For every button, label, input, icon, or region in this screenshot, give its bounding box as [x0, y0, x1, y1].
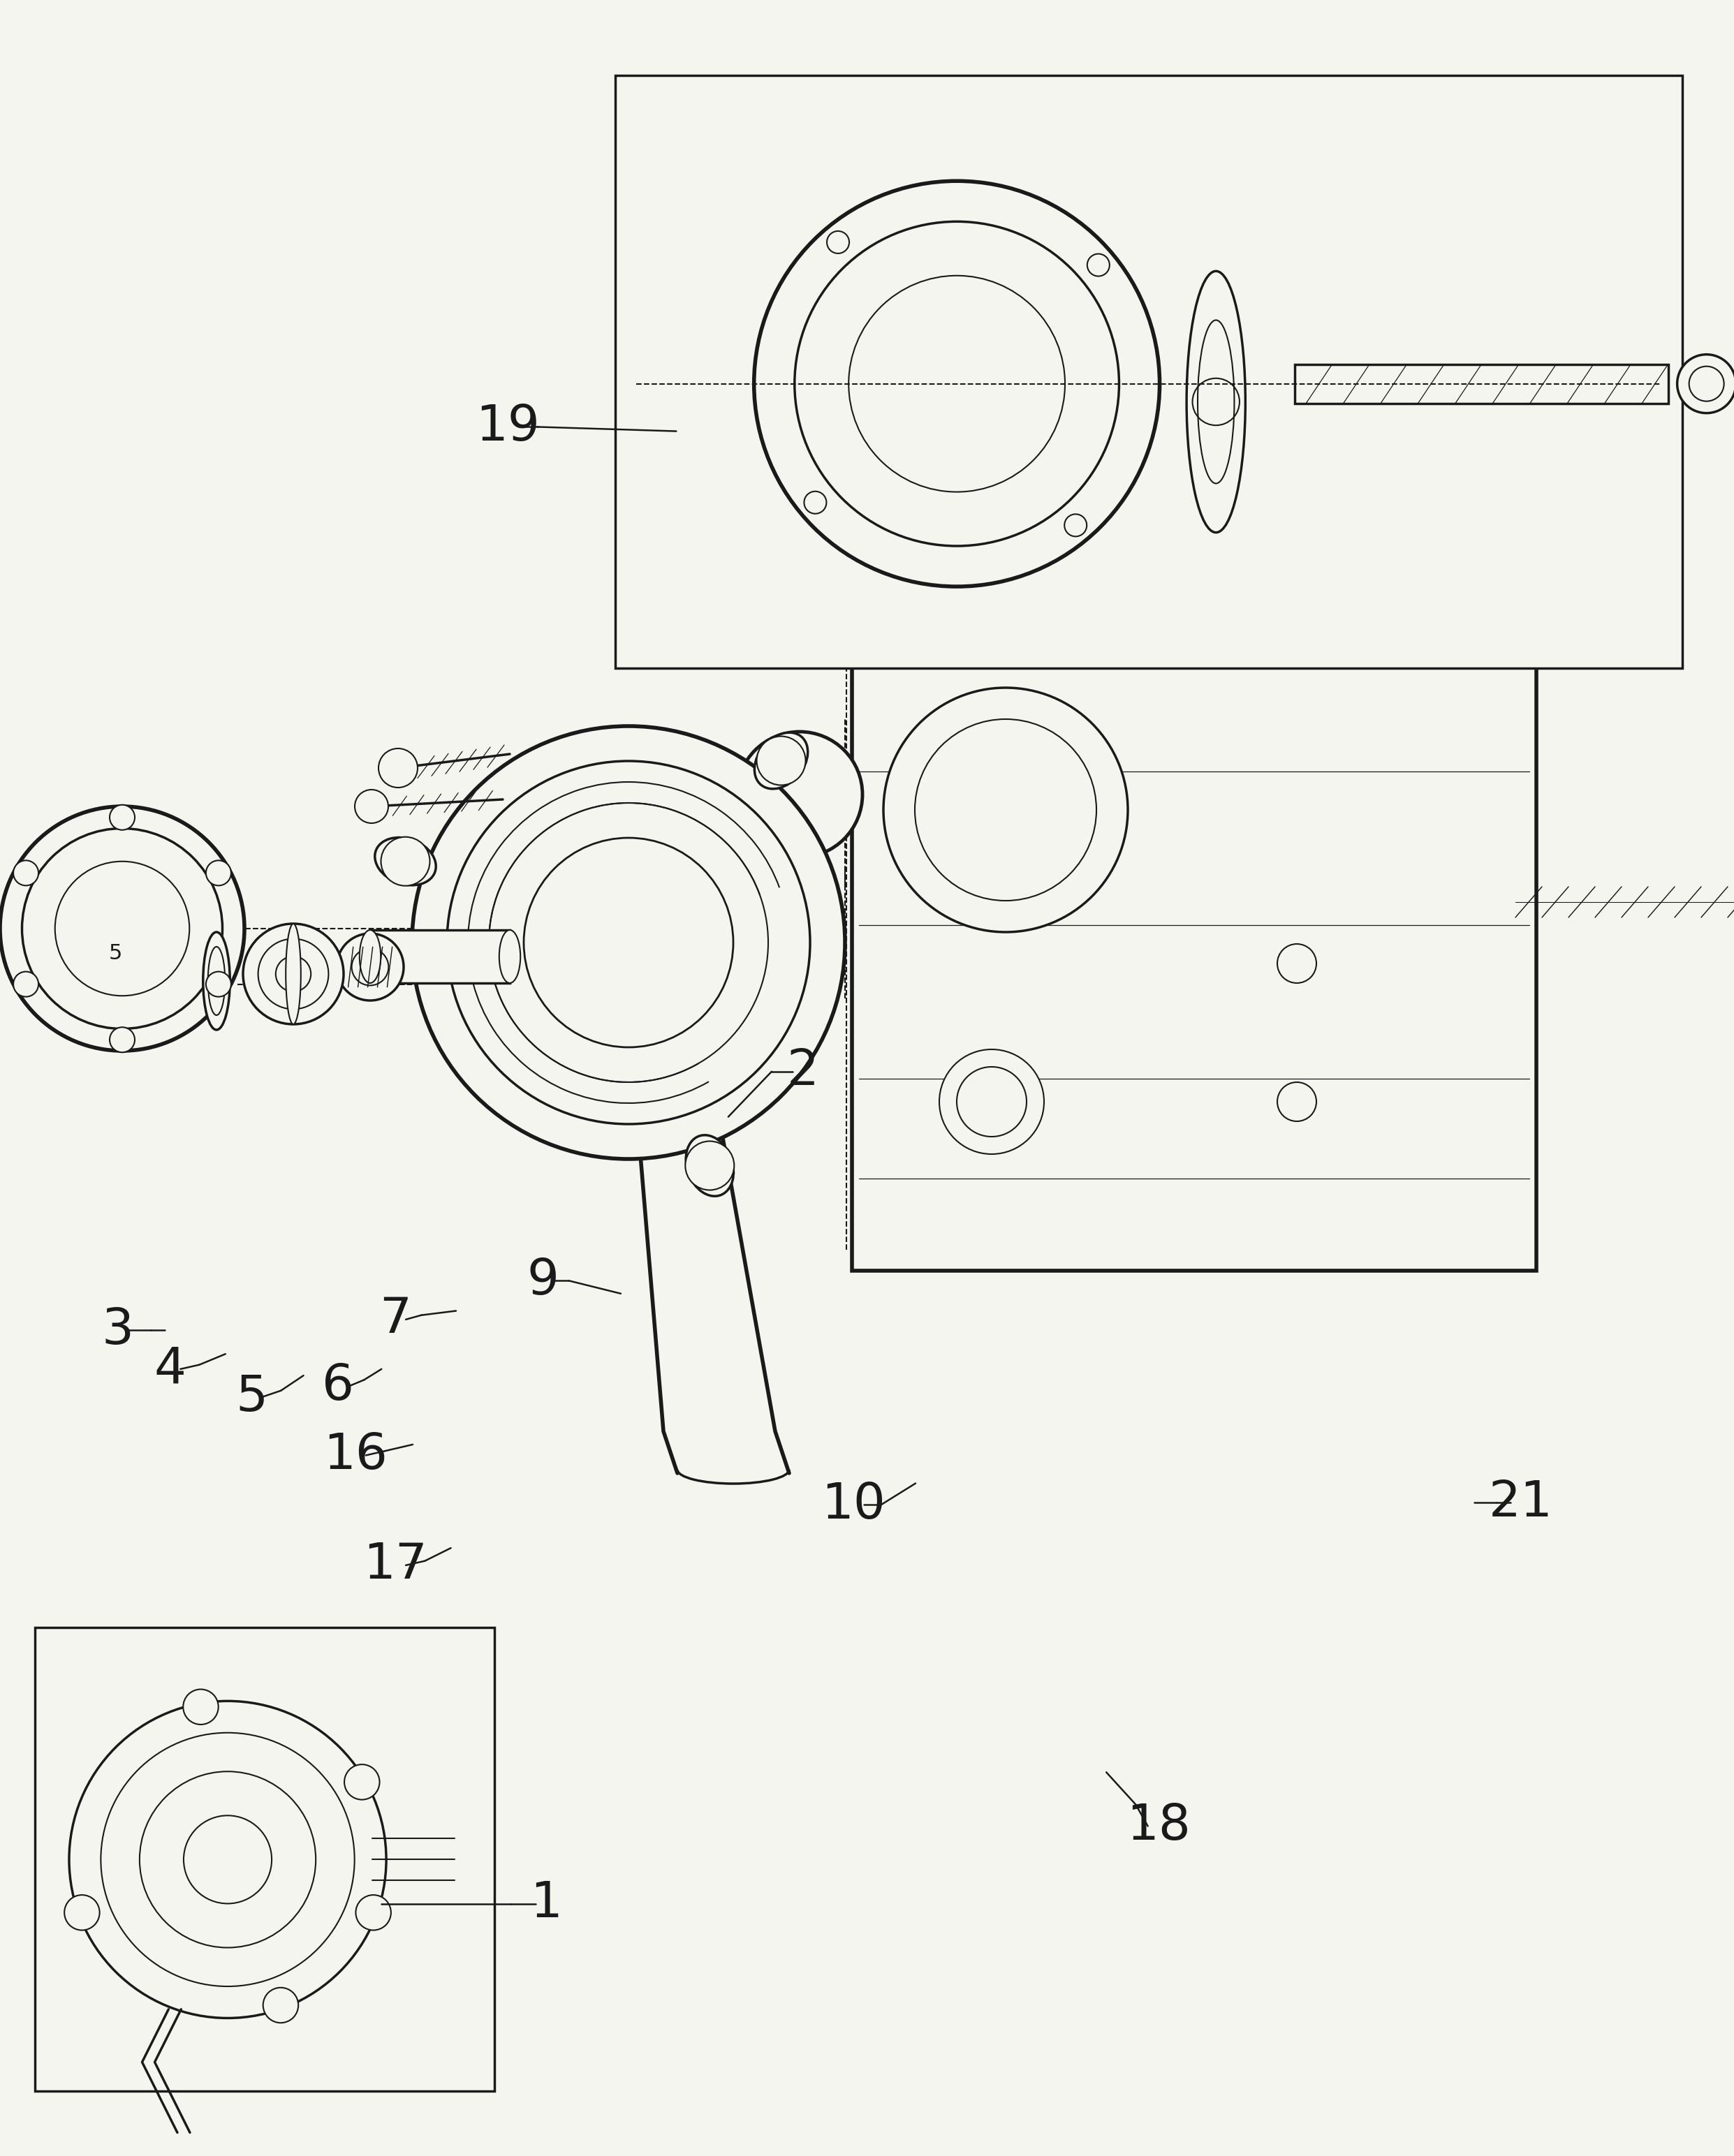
Circle shape	[1278, 1082, 1316, 1121]
Circle shape	[381, 837, 430, 886]
Bar	[369, 929, 510, 983]
Bar	[851, 502, 1536, 1270]
Bar	[1295, 364, 1668, 403]
Circle shape	[1065, 513, 1087, 537]
Circle shape	[264, 1988, 298, 2022]
Circle shape	[355, 789, 388, 824]
Ellipse shape	[203, 931, 231, 1031]
Ellipse shape	[754, 733, 808, 789]
Text: 21: 21	[1488, 1479, 1554, 1526]
Circle shape	[940, 1050, 1044, 1153]
Circle shape	[1087, 254, 1110, 276]
Text: 9: 9	[527, 1257, 558, 1304]
Circle shape	[0, 806, 244, 1050]
Circle shape	[14, 860, 38, 886]
Circle shape	[883, 688, 1127, 931]
Circle shape	[413, 727, 844, 1160]
Ellipse shape	[687, 1134, 733, 1197]
Ellipse shape	[359, 929, 381, 983]
Bar	[1117, 545, 1144, 584]
Text: 10: 10	[822, 1481, 884, 1529]
Text: 18: 18	[1125, 1802, 1191, 1850]
Bar	[692, 474, 985, 640]
Circle shape	[69, 1701, 387, 2018]
Text: 19: 19	[475, 403, 541, 451]
Text: 3: 3	[102, 1307, 134, 1354]
Ellipse shape	[286, 923, 300, 1024]
Text: 4: 4	[154, 1345, 186, 1393]
Circle shape	[1278, 944, 1316, 983]
Ellipse shape	[499, 929, 520, 983]
Text: 1: 1	[531, 1880, 562, 1927]
Text: 5: 5	[236, 1373, 267, 1421]
Circle shape	[737, 731, 862, 858]
Text: 2: 2	[787, 1048, 818, 1095]
Bar	[616, 75, 1682, 668]
Circle shape	[756, 735, 806, 785]
Circle shape	[827, 231, 850, 254]
Circle shape	[1677, 354, 1734, 414]
Circle shape	[378, 748, 418, 787]
Circle shape	[109, 804, 135, 830]
Bar	[1117, 528, 1144, 569]
Circle shape	[345, 1764, 380, 1800]
Ellipse shape	[1186, 272, 1245, 533]
Text: 17: 17	[364, 1542, 427, 1589]
Ellipse shape	[375, 837, 435, 886]
Text: 6: 6	[323, 1363, 354, 1410]
Circle shape	[685, 1141, 733, 1190]
Circle shape	[14, 972, 38, 996]
Circle shape	[355, 1895, 390, 1930]
Circle shape	[206, 860, 231, 886]
Circle shape	[109, 1026, 135, 1052]
Circle shape	[812, 526, 893, 606]
Bar	[35, 1628, 494, 2091]
Circle shape	[184, 1690, 218, 1725]
Circle shape	[754, 181, 1160, 586]
Circle shape	[336, 934, 404, 1000]
Circle shape	[206, 972, 231, 996]
Text: 16: 16	[324, 1432, 387, 1479]
Circle shape	[243, 923, 343, 1024]
Circle shape	[805, 492, 827, 513]
Text: 7: 7	[380, 1296, 411, 1343]
Circle shape	[64, 1895, 99, 1930]
Text: 5: 5	[109, 942, 121, 964]
